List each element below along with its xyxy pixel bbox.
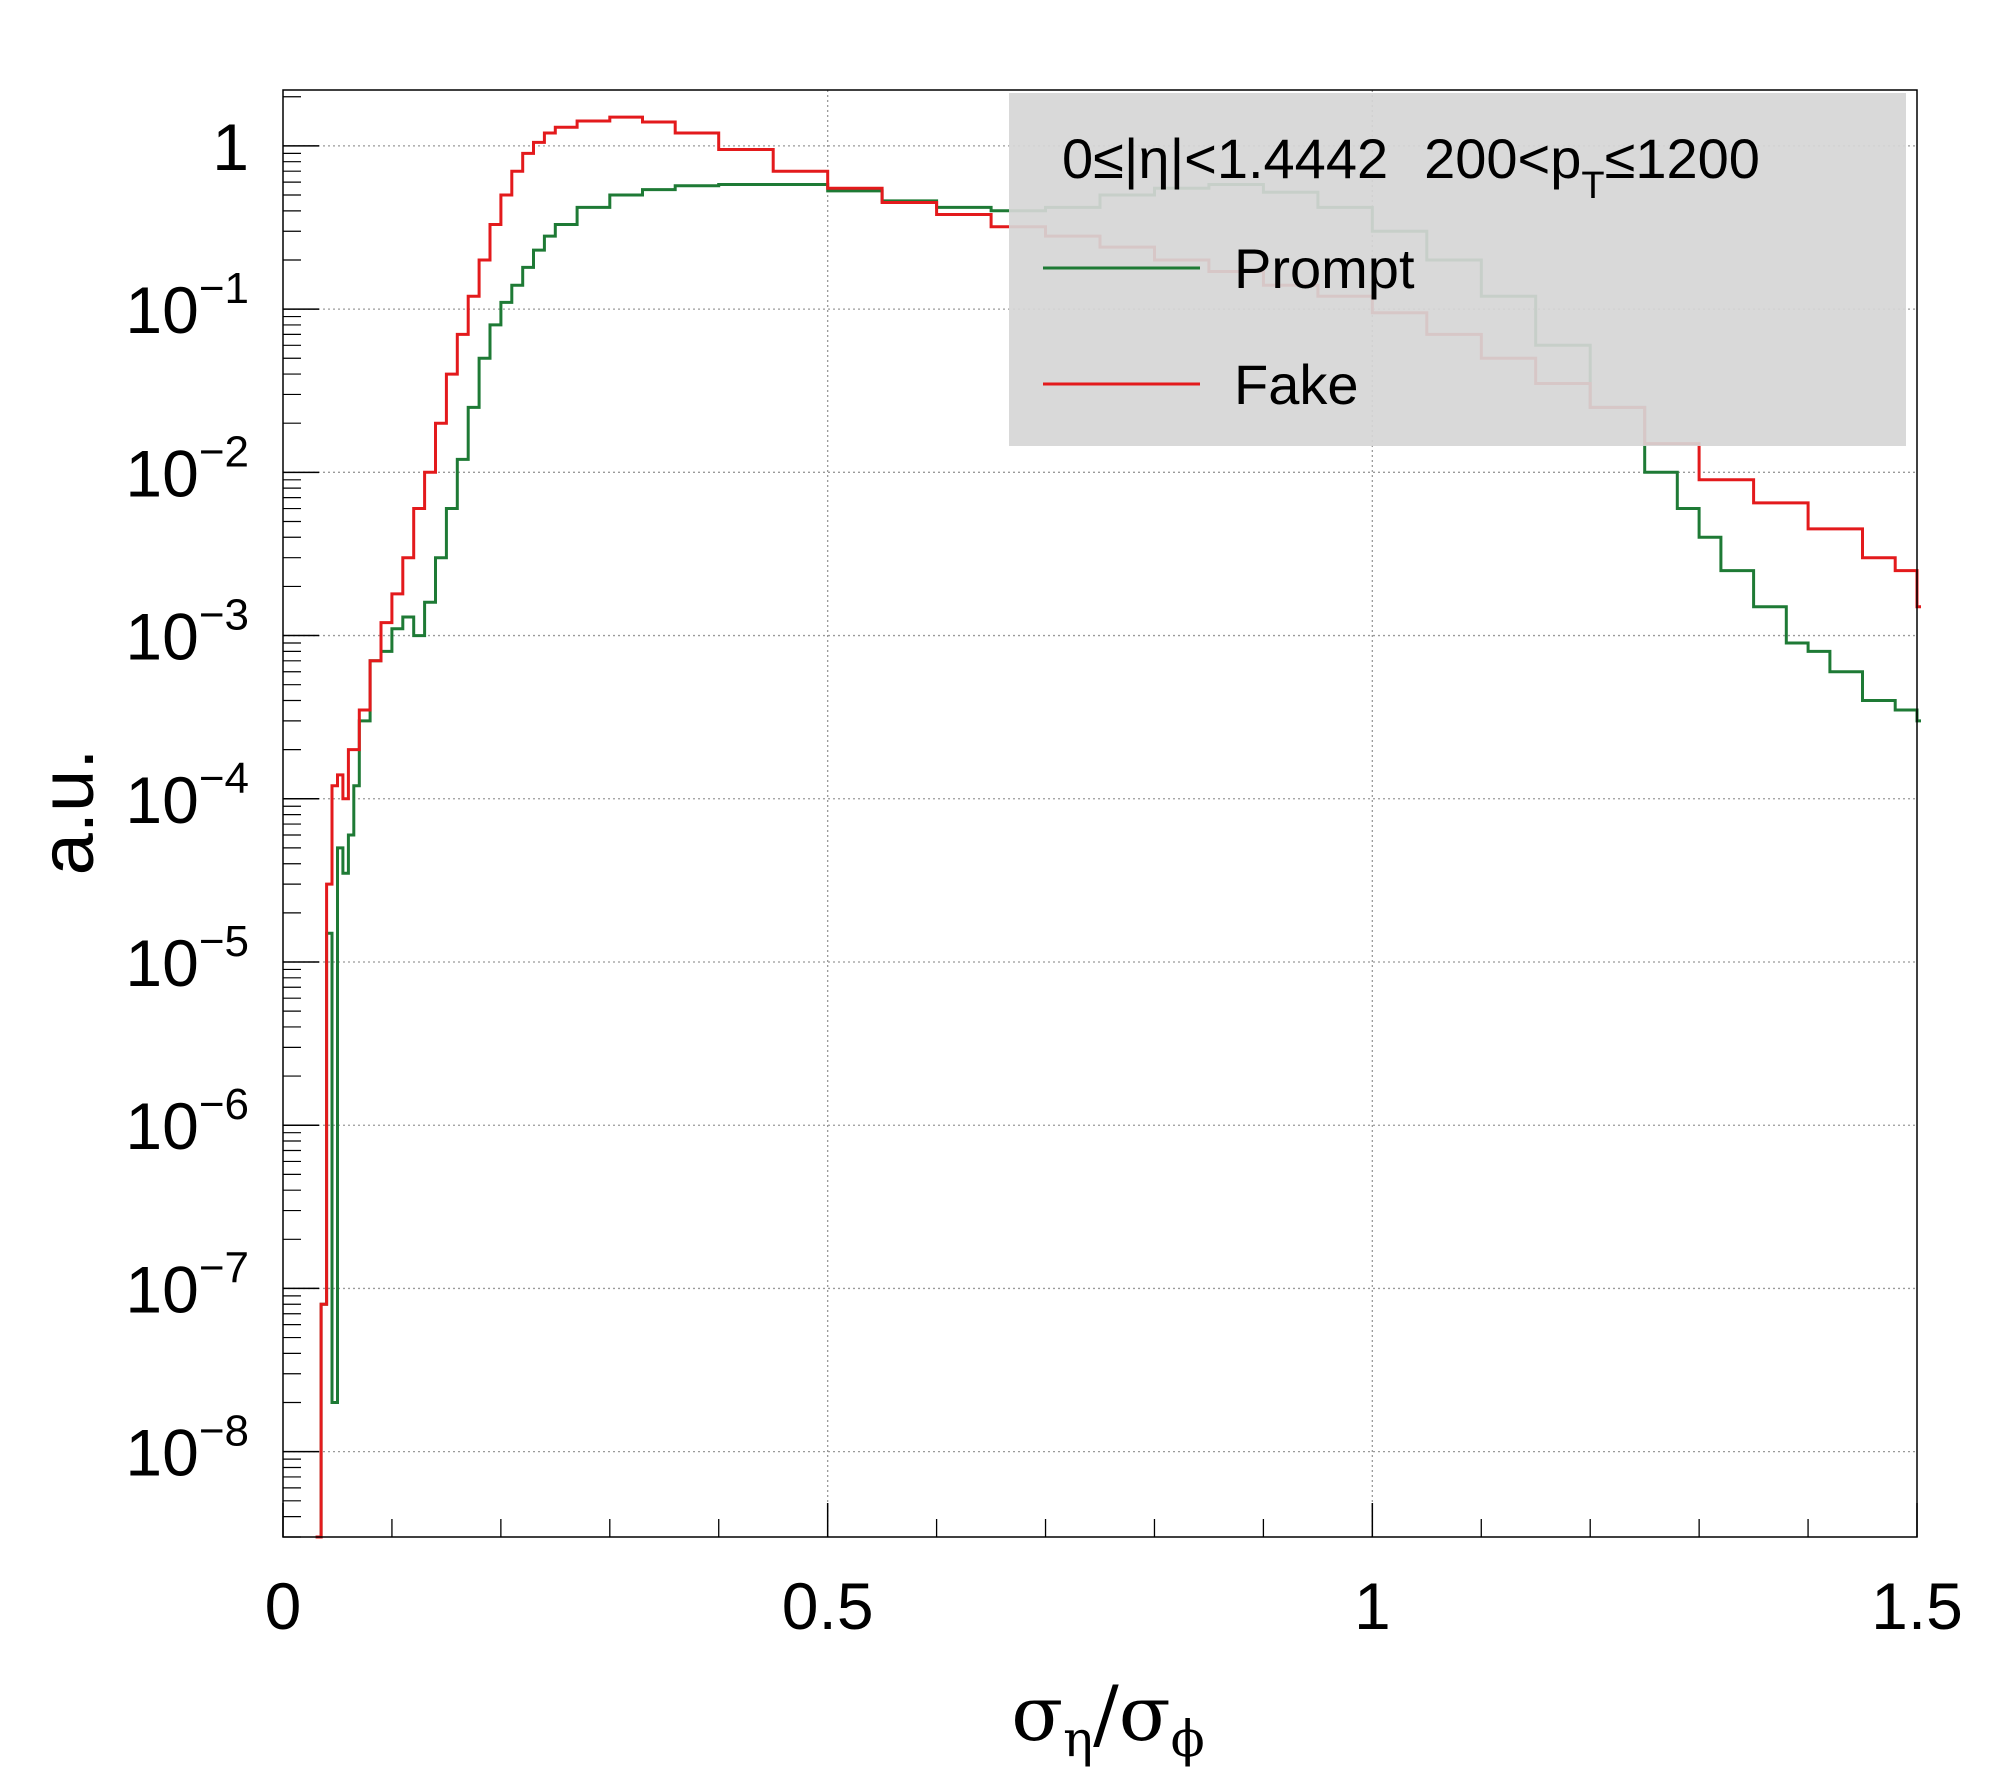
x-tick-labels: 0 0.5 1 1.5 [265, 1569, 1963, 1643]
legend-label-fake: Fake [1234, 353, 1359, 416]
legend-header: 0≤|η|<1.4442 200<pT≤1200 [1062, 127, 1760, 207]
annotation-pt: 200<p [1424, 127, 1581, 190]
legend-label-prompt: Prompt [1234, 237, 1415, 300]
x-axis-title-slash: / [1093, 1669, 1119, 1758]
y-tick-labels: 1 10−1 10−2 10−3 10−4 10−5 10−6 10−7 10−8 [125, 110, 249, 1490]
annotation-eta: 0≤|η|<1.4442 [1062, 127, 1388, 190]
y-tick-label: 10−2 [125, 427, 249, 510]
x-tick-label: 0.5 [782, 1569, 874, 1643]
x-tick-label: 0 [265, 1569, 302, 1643]
x-tick-label: 1 [1354, 1569, 1391, 1643]
y-tick-label: 10−4 [125, 754, 249, 837]
y-tick-label: 10−8 [125, 1407, 249, 1490]
y-tick-label: 10−3 [125, 591, 249, 674]
annotation-pt-sub: T [1581, 165, 1604, 207]
x-axis-title-sub-eta: η [1063, 1710, 1093, 1768]
legend: 0≤|η|<1.4442 200<pT≤1200 Prompt Fake [1009, 93, 1906, 446]
y-axis-title: a.u. [25, 749, 110, 876]
x-axis-title-sigma: σ [1011, 1669, 1063, 1758]
x-axis-title: ση/σϕ [1011, 1669, 1204, 1768]
x-tick-label: 1.5 [1871, 1569, 1963, 1643]
plot-frame [282, 89, 1918, 1538]
x-axis-title-sub-phi: ϕ [1171, 1710, 1205, 1768]
x-axis-title-sigma-2: σ [1119, 1669, 1171, 1758]
y-tick-label: 1 [212, 110, 249, 184]
y-tick-label: 10−6 [125, 1080, 249, 1163]
annotation-pt-suffix: ≤1200 [1605, 127, 1760, 190]
y-tick-label: 10−1 [125, 264, 249, 347]
y-tick-label: 10−7 [125, 1243, 249, 1326]
y-tick-label: 10−5 [125, 917, 249, 1000]
